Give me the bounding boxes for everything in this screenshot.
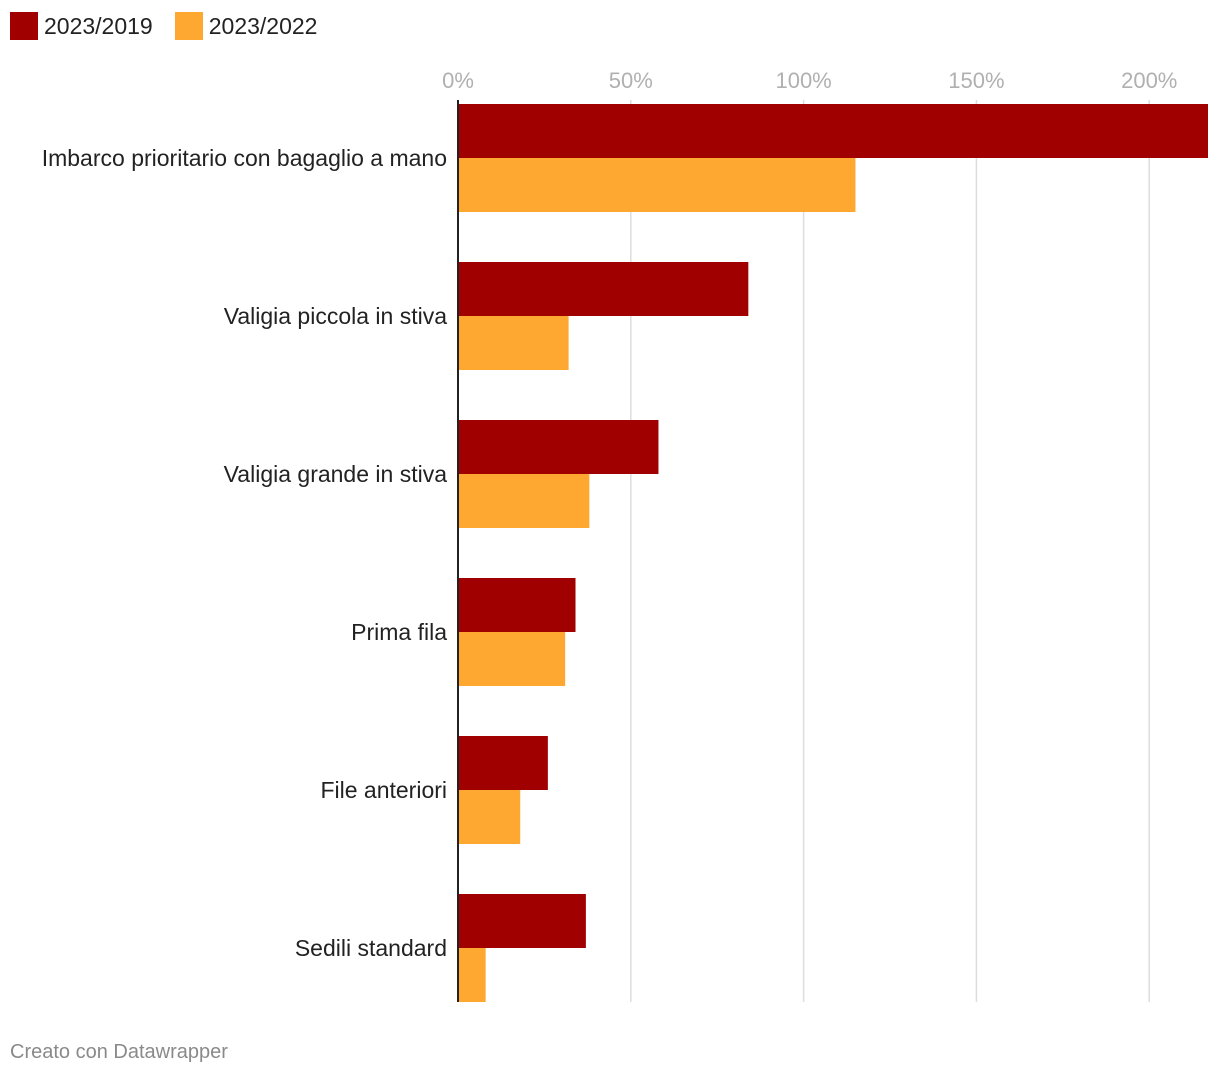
bar-prima-fila-2023-2022 bbox=[458, 632, 566, 686]
legend-label-2023-2022: 2023/2022 bbox=[208, 12, 318, 39]
legend: 2023/2019 2023/2022 bbox=[10, 12, 339, 40]
category-label-file-anteriori: File anteriori bbox=[320, 777, 447, 803]
category-label-valigia-piccola-in-stiva: Valigia piccola in stiva bbox=[224, 303, 448, 329]
bar-valigia-grande-in-stiva-2023-2019 bbox=[458, 420, 659, 474]
x-tick-label-100: 100% bbox=[775, 68, 831, 93]
x-tick-label-200: 200% bbox=[1121, 68, 1177, 93]
bar-valigia-piccola-in-stiva-2023-2022 bbox=[458, 316, 569, 370]
legend-swatch-2023-2019 bbox=[10, 12, 38, 40]
bar-sedili-standard-2023-2022 bbox=[458, 948, 486, 1002]
legend-item-2023-2022[interactable]: 2023/2022 bbox=[174, 12, 318, 40]
category-label-prima-fila: Prima fila bbox=[351, 619, 447, 645]
x-tick-label-50: 50% bbox=[609, 68, 653, 93]
bar-imbarco-prioritario-con-bagaglio-a-mano-2023-2022 bbox=[458, 158, 856, 212]
bar-sedili-standard-2023-2019 bbox=[458, 894, 586, 948]
category-label-valigia-grande-in-stiva: Valigia grande in stiva bbox=[224, 461, 448, 487]
x-tick-label-0: 0% bbox=[442, 68, 474, 93]
bar-file-anteriori-2023-2022 bbox=[458, 790, 521, 844]
category-label-sedili-standard: Sedili standard bbox=[295, 935, 447, 961]
legend-item-2023-2019[interactable]: 2023/2019 bbox=[10, 12, 153, 40]
bar-file-anteriori-2023-2019 bbox=[458, 736, 548, 790]
footer-credit: Creato con Datawrapper bbox=[10, 1041, 228, 1063]
category-label-imbarco-prioritario-con-bagaglio-a-mano: Imbarco prioritario con bagaglio a mano bbox=[42, 145, 447, 171]
legend-label-2023-2019: 2023/2019 bbox=[44, 12, 153, 39]
legend-swatch-2023-2022 bbox=[174, 12, 203, 40]
bar-valigia-grande-in-stiva-2023-2022 bbox=[458, 474, 590, 528]
x-tick-label-150: 150% bbox=[948, 68, 1004, 93]
bar-prima-fila-2023-2019 bbox=[458, 578, 576, 632]
bar-valigia-piccola-in-stiva-2023-2019 bbox=[458, 262, 749, 316]
bar-imbarco-prioritario-con-bagaglio-a-mano-2023-2019 bbox=[458, 104, 1208, 158]
